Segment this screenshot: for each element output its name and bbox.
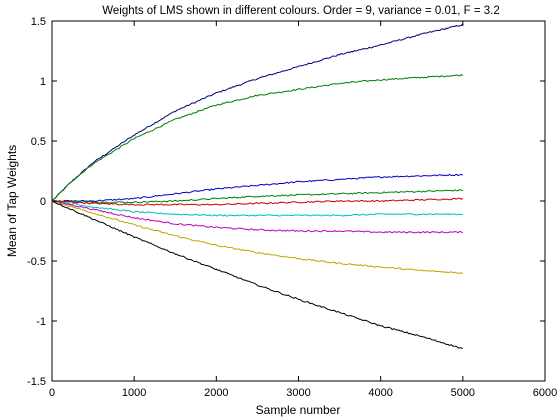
x-tick-label: 5000 (451, 387, 475, 399)
chart-title: Weights of LMS shown in different colour… (102, 5, 500, 17)
x-axis-label: Sample number (256, 403, 341, 417)
series-line-6 (51, 200, 463, 217)
series-line-8 (51, 200, 464, 274)
y-tick-label: 0 (40, 196, 46, 208)
y-tick-label: -1 (36, 316, 46, 328)
series-line-2 (51, 73, 464, 202)
series-line-5 (51, 197, 464, 206)
y-tick-label: 0.5 (31, 136, 46, 148)
x-tick-label: 6000 (533, 387, 557, 399)
x-tick-label: 4000 (368, 387, 392, 399)
y-tick-label: 1.5 (31, 16, 46, 28)
y-tick-label: 1 (40, 76, 46, 88)
x-tick-label: 1000 (122, 387, 146, 399)
series-layer (51, 23, 464, 350)
x-tick-label: 2000 (204, 387, 228, 399)
series-line-4 (51, 189, 463, 204)
y-tick-label: -0.5 (27, 256, 46, 268)
y-axis-label: Mean of Tap Weights (5, 145, 19, 257)
series-line-7 (51, 200, 464, 234)
y-tick-label: -1.5 (27, 376, 46, 388)
axis-ticks: 0 1000 2000 3000 4000 5000 6000 1.5 1 0.5 0 -0.5 -1 -… (27, 16, 557, 399)
x-tick-label: 3000 (286, 387, 310, 399)
x-tick-label: 0 (49, 387, 55, 399)
series-line-3 (51, 173, 464, 203)
series-line-1 (51, 23, 464, 202)
plot-area (51, 20, 546, 382)
series-line-9 (51, 200, 464, 350)
